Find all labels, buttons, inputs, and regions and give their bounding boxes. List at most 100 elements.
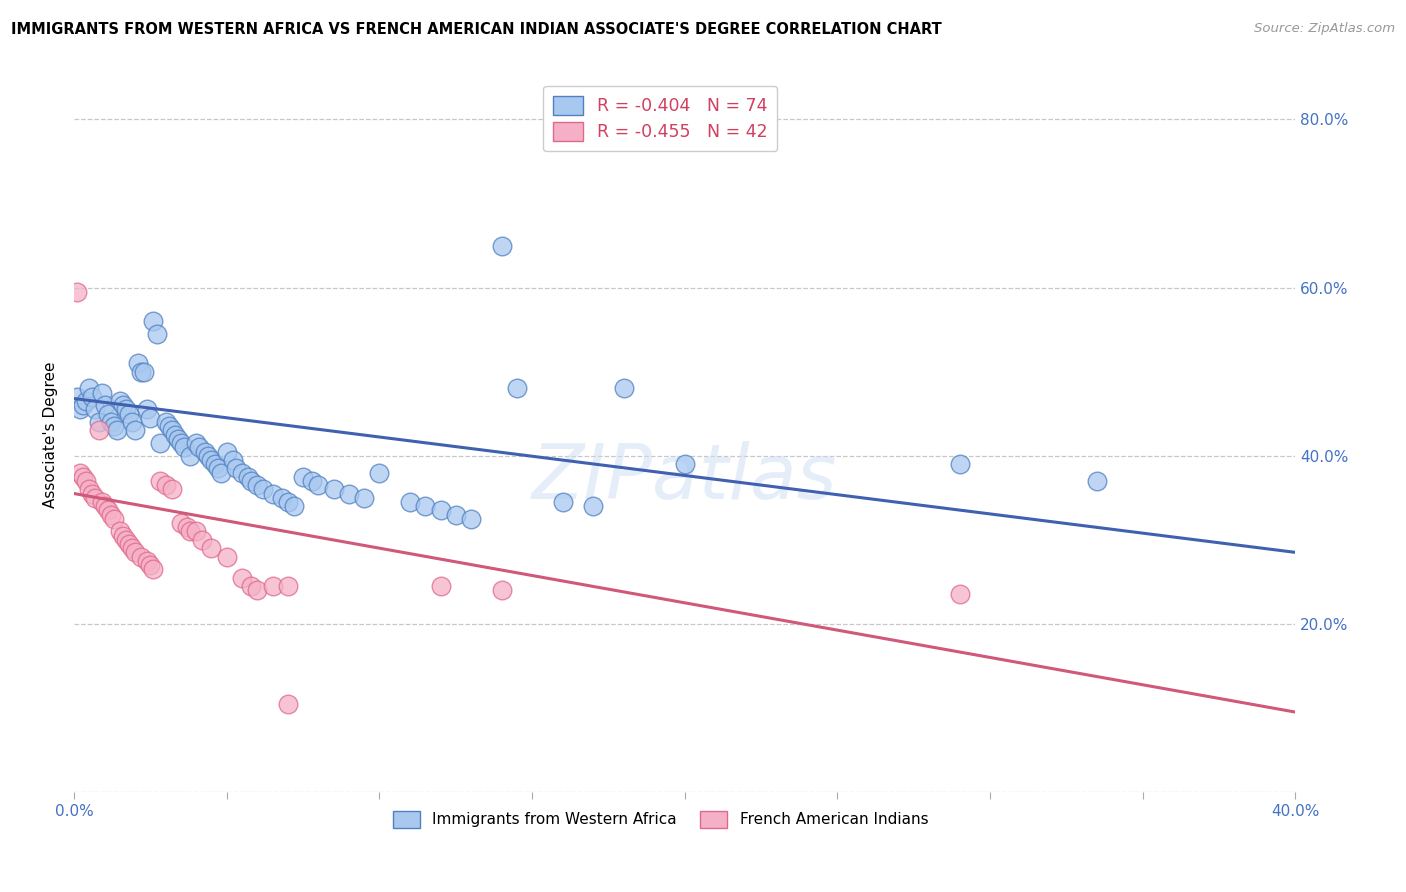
Point: [105, 424, 128, 438]
Point: [75, 474, 97, 488]
Point: [155, 478, 177, 492]
Point: [167, 432, 190, 446]
Point: [72, 398, 94, 412]
Point: [124, 545, 146, 559]
Point: [188, 440, 211, 454]
Point: [170, 516, 193, 530]
Point: [149, 474, 172, 488]
Point: [87, 415, 110, 429]
Point: [163, 427, 186, 442]
Point: [236, 469, 259, 483]
Point: [283, 499, 305, 513]
Point: [200, 453, 222, 467]
Point: [136, 554, 159, 568]
Point: [69, 402, 91, 417]
Point: [491, 238, 513, 252]
Point: [149, 436, 172, 450]
Point: [108, 524, 131, 539]
Point: [292, 469, 315, 483]
Point: [204, 457, 226, 471]
Point: [582, 499, 605, 513]
Point: [307, 478, 329, 492]
Point: [142, 562, 165, 576]
Point: [413, 499, 436, 513]
Point: [368, 466, 391, 480]
Point: [82, 486, 104, 500]
Point: [209, 466, 232, 480]
Point: [111, 398, 134, 412]
Point: [322, 483, 344, 497]
Point: [337, 486, 360, 500]
Point: [179, 524, 201, 539]
Point: [134, 365, 156, 379]
Point: [262, 579, 284, 593]
Text: ZIPatlas: ZIPatlas: [531, 441, 838, 515]
Point: [129, 549, 152, 564]
Point: [121, 415, 143, 429]
Point: [84, 491, 107, 505]
Point: [84, 402, 107, 417]
Point: [444, 508, 467, 522]
Point: [231, 571, 253, 585]
Point: [145, 326, 167, 341]
Point: [82, 390, 104, 404]
Point: [69, 466, 91, 480]
Point: [186, 524, 208, 539]
Point: [246, 478, 269, 492]
Point: [100, 508, 122, 522]
Point: [121, 541, 143, 556]
Point: [103, 419, 125, 434]
Point: [353, 491, 375, 505]
Point: [460, 512, 482, 526]
Point: [246, 583, 269, 598]
Point: [93, 499, 115, 513]
Point: [155, 415, 177, 429]
Point: [90, 495, 112, 509]
Point: [127, 356, 149, 370]
Point: [240, 579, 263, 593]
Point: [252, 483, 274, 497]
Point: [139, 410, 162, 425]
Point: [262, 486, 284, 500]
Point: [66, 285, 89, 299]
Point: [215, 549, 238, 564]
Point: [139, 558, 162, 572]
Point: [157, 419, 180, 434]
Point: [100, 415, 122, 429]
Point: [136, 402, 159, 417]
Point: [191, 533, 214, 547]
Point: [176, 520, 198, 534]
Point: [277, 697, 299, 711]
Point: [277, 495, 299, 509]
Point: [270, 491, 292, 505]
Point: [399, 495, 422, 509]
Point: [108, 394, 131, 409]
Point: [506, 382, 529, 396]
Point: [231, 466, 253, 480]
Point: [1085, 474, 1108, 488]
Point: [124, 424, 146, 438]
Point: [75, 394, 97, 409]
Point: [613, 382, 636, 396]
Point: [491, 583, 513, 598]
Point: [301, 474, 323, 488]
Point: [215, 444, 238, 458]
Point: [200, 541, 222, 556]
Point: [277, 579, 299, 593]
Point: [79, 382, 101, 396]
Point: [97, 407, 120, 421]
Point: [222, 453, 245, 467]
Point: [170, 436, 193, 450]
Text: IMMIGRANTS FROM WESTERN AFRICA VS FRENCH AMERICAN INDIAN ASSOCIATE'S DEGREE CORR: IMMIGRANTS FROM WESTERN AFRICA VS FRENCH…: [11, 22, 942, 37]
Point: [197, 449, 219, 463]
Point: [551, 495, 574, 509]
Point: [79, 483, 101, 497]
Point: [225, 461, 247, 475]
Point: [948, 457, 970, 471]
Point: [90, 385, 112, 400]
Point: [118, 407, 141, 421]
Point: [179, 449, 201, 463]
Point: [66, 390, 89, 404]
Point: [186, 436, 208, 450]
Y-axis label: Associate's Degree: Associate's Degree: [44, 361, 58, 508]
